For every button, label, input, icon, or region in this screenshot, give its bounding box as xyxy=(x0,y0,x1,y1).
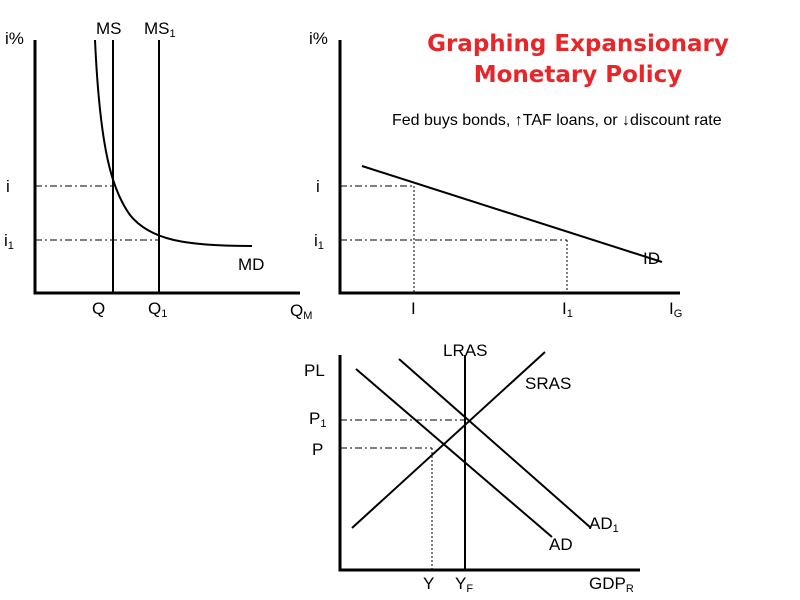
id-curve xyxy=(361,165,663,263)
md-curve xyxy=(94,39,253,247)
i-label: i xyxy=(6,177,10,196)
investment-market-y-axis-label: i% xyxy=(309,29,328,48)
gdpr-axis-label: GDPR xyxy=(589,574,634,595)
investment-market-graph: i% ID i i1 I I1 IG xyxy=(309,29,682,320)
q1-label: Q1 xyxy=(148,299,167,320)
money-market-x-axis-label: QM xyxy=(290,301,312,322)
policy-note: Fed buys bonds, ↑TAF loans, or ↓discount… xyxy=(392,112,722,129)
money-market-graph: i% MS MS1 MD i i1 Q Q1 QM xyxy=(4,19,312,322)
ad-curve xyxy=(355,368,553,538)
q-label: Q xyxy=(92,299,105,318)
md-label: MD xyxy=(238,255,264,274)
id-label: ID xyxy=(643,249,660,268)
investment-label: I xyxy=(411,299,416,318)
investment-market-x-axis-label: IG xyxy=(669,299,682,320)
sras-label: SRAS xyxy=(525,374,571,393)
sras-curve xyxy=(351,351,546,529)
ad-label: AD xyxy=(549,535,573,554)
investment1-label: I1 xyxy=(562,299,573,320)
title-line-2: Monetary Policy xyxy=(474,62,683,88)
yf-label: YF xyxy=(455,574,473,595)
y-label: Y xyxy=(423,574,434,593)
ad-as-graph: PL LRAS SRAS AD AD1 P1 P Y YF GDPR xyxy=(304,341,640,595)
inv-i-label: i xyxy=(316,177,320,196)
i1-label: i1 xyxy=(4,231,14,252)
title-line-1: Graphing Expansionary xyxy=(427,31,729,57)
money-market-axes xyxy=(33,40,300,295)
ms-label: MS xyxy=(96,19,122,38)
p1-label: P1 xyxy=(309,409,326,430)
ad-as-axes xyxy=(338,355,640,572)
lras-label: LRAS xyxy=(443,341,487,360)
inv-i1-label: i1 xyxy=(314,231,324,252)
ad1-curve xyxy=(398,358,592,529)
money-market-y-axis-label: i% xyxy=(5,29,24,48)
ms1-label: MS1 xyxy=(144,19,176,40)
p-label: P xyxy=(312,440,323,459)
pl-axis-label: PL xyxy=(304,361,325,380)
ad1-label: AD1 xyxy=(589,514,619,535)
